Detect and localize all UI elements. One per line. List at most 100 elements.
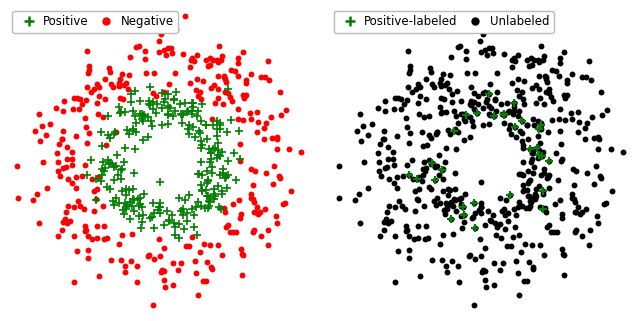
Point — [447, 258, 458, 264]
Point — [248, 197, 258, 202]
Point — [266, 115, 276, 120]
Point — [559, 93, 569, 98]
Point — [105, 136, 115, 141]
Point — [116, 166, 127, 171]
Point — [197, 102, 207, 107]
Point — [548, 98, 558, 103]
Point — [170, 108, 180, 113]
Point — [196, 182, 207, 187]
Point — [420, 224, 431, 229]
Point — [205, 242, 216, 247]
Point — [495, 101, 506, 107]
Point — [446, 55, 456, 60]
Point — [13, 196, 23, 201]
Point — [114, 104, 124, 109]
Point — [582, 120, 592, 126]
Point — [519, 79, 529, 84]
Point — [508, 100, 518, 105]
Point — [449, 128, 460, 134]
Point — [192, 77, 202, 82]
Point — [188, 108, 198, 113]
Point — [252, 204, 262, 210]
Point — [113, 173, 124, 178]
Point — [164, 106, 175, 111]
Point — [435, 173, 445, 178]
Point — [81, 48, 92, 54]
Point — [420, 169, 430, 174]
Point — [202, 193, 212, 198]
Point — [554, 74, 564, 79]
Point — [554, 117, 564, 122]
Point — [571, 209, 581, 214]
Point — [484, 92, 494, 97]
Point — [438, 72, 448, 77]
Point — [567, 195, 577, 200]
Point — [129, 170, 139, 176]
Point — [599, 201, 609, 206]
Point — [577, 74, 587, 80]
Point — [446, 216, 456, 221]
Point — [557, 211, 567, 216]
Point — [121, 204, 131, 210]
Point — [523, 169, 533, 174]
Point — [79, 206, 89, 212]
Point — [99, 224, 109, 229]
Point — [465, 114, 475, 119]
Point — [476, 179, 486, 185]
Point — [94, 93, 104, 99]
Point — [470, 256, 480, 261]
Point — [237, 93, 248, 98]
Point — [519, 278, 529, 283]
Point — [67, 180, 77, 185]
Point — [456, 204, 466, 209]
Point — [510, 58, 520, 64]
Point — [204, 146, 214, 152]
Point — [118, 159, 129, 164]
Point — [424, 113, 435, 118]
Point — [536, 126, 546, 131]
Point — [223, 158, 233, 163]
Point — [489, 260, 499, 265]
Point — [53, 160, 63, 165]
Point — [509, 55, 519, 60]
Point — [404, 172, 414, 177]
Point — [544, 158, 554, 163]
Point — [255, 74, 266, 80]
Point — [196, 119, 206, 124]
Point — [195, 249, 205, 254]
Point — [544, 158, 554, 163]
Point — [268, 182, 278, 187]
Point — [83, 64, 93, 69]
Point — [452, 88, 462, 93]
Point — [513, 233, 524, 238]
Point — [89, 189, 99, 194]
Point — [491, 108, 501, 113]
Point — [480, 89, 490, 94]
Point — [430, 177, 440, 182]
Point — [159, 223, 169, 228]
Point — [144, 99, 154, 104]
Point — [58, 108, 68, 113]
Point — [422, 143, 432, 148]
Point — [509, 125, 520, 130]
Point — [212, 126, 223, 131]
Point — [394, 199, 404, 204]
Point — [495, 196, 505, 201]
Point — [525, 198, 535, 203]
Point — [401, 116, 411, 121]
Point — [431, 132, 441, 137]
Point — [405, 130, 415, 135]
Point — [451, 114, 461, 119]
Point — [111, 129, 122, 134]
Point — [234, 197, 244, 203]
Point — [414, 175, 424, 180]
Point — [80, 162, 90, 167]
Point — [531, 186, 541, 191]
Point — [169, 97, 179, 102]
Point — [419, 204, 429, 209]
Point — [103, 113, 113, 118]
Point — [438, 232, 449, 237]
Point — [210, 101, 220, 106]
Point — [259, 136, 269, 141]
Point — [524, 177, 534, 182]
